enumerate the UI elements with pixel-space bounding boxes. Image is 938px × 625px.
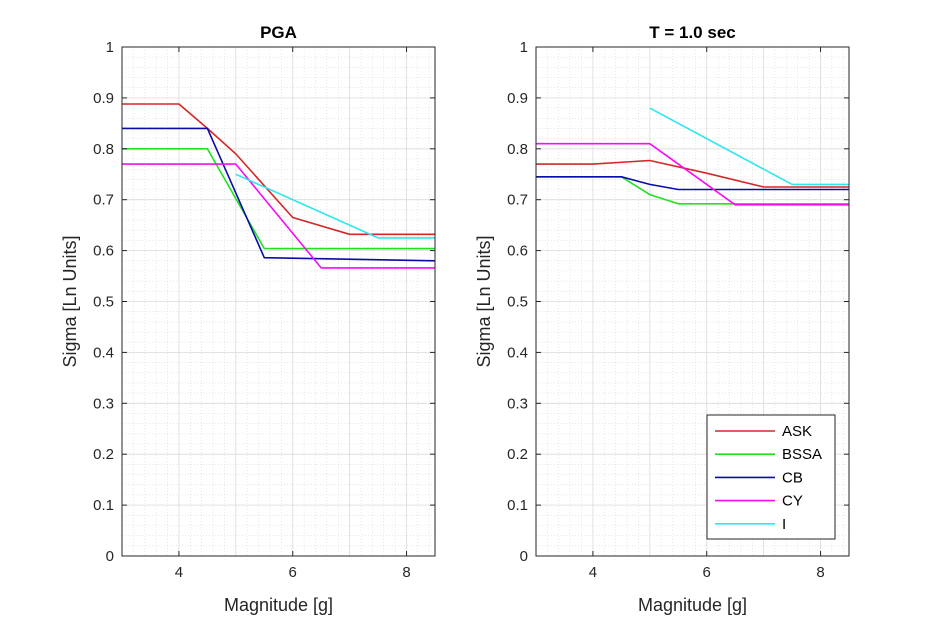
- y-tick-label: 1: [520, 39, 528, 56]
- y-tick-label: 0: [520, 548, 528, 565]
- y-tick-label: 0.5: [93, 294, 114, 311]
- y-tick-label: 0.4: [507, 344, 528, 361]
- series-line-cy: [122, 163, 435, 269]
- y-tick-label: 0.9: [93, 90, 114, 107]
- y-tick-label: 0.9: [507, 90, 528, 107]
- legend-label-bssa: BSSA: [782, 446, 822, 463]
- x-tick-label: 4: [175, 564, 183, 581]
- legend-label-ask: ASK: [782, 423, 812, 440]
- y-tick-label: 0.6: [507, 243, 528, 260]
- chart-panel-1: 0 0.1 0.2 0.3 0.4 0.5 0.6 0.7 0.8 0.9 1 4 6 8 PGA Magni…: [60, 23, 436, 615]
- series-line-ask: [536, 159, 849, 188]
- y-tick-label: 0: [106, 548, 114, 565]
- x-axis-label: Magnitude [g]: [638, 595, 747, 615]
- chart-title: PGA: [260, 23, 297, 42]
- x-tick-label: 4: [589, 564, 597, 581]
- y-tick-label: 0.7: [93, 192, 114, 209]
- y-tick-label: 0.3: [507, 395, 528, 412]
- series-line-cb: [536, 176, 849, 191]
- y-tick-label: 0.1: [507, 497, 528, 514]
- x-tick-label: 8: [816, 564, 824, 581]
- y-tick-label: 0.2: [93, 446, 114, 463]
- chart-panel-2: 0 0.1 0.2 0.3 0.4 0.5 0.6 0.7 0.8 0.9 1 4 6 8 T = 1.0 …: [474, 23, 850, 615]
- series-line-cy: [536, 142, 849, 206]
- y-tick-label: 0.2: [507, 446, 528, 463]
- y-tick-label: 0.7: [507, 192, 528, 209]
- y-tick-label: 1: [106, 39, 114, 56]
- y-tick-label: 0.3: [93, 395, 114, 412]
- y-axis-label: Sigma [Ln Units]: [60, 235, 80, 367]
- x-tick-label: 6: [289, 564, 297, 581]
- y-tick-label: 0.1: [93, 497, 114, 514]
- y-tick-label: 0.8: [507, 141, 528, 158]
- legend-label-cb: CB: [782, 469, 803, 486]
- y-tick-label: 0.4: [93, 344, 114, 361]
- legend: ASK BSSA CB CY I: [706, 414, 836, 540]
- chart-title: T = 1.0 sec: [649, 23, 735, 42]
- series-line-bssa: [122, 148, 435, 250]
- y-tick-label: 0.8: [93, 141, 114, 158]
- series-line-i: [649, 107, 849, 186]
- series-line-cb: [122, 127, 436, 262]
- x-axis-label: Magnitude [g]: [224, 595, 333, 615]
- x-tick-label: 6: [703, 564, 711, 581]
- series-line-ask: [122, 103, 435, 236]
- legend-label-cy: CY: [782, 493, 803, 510]
- x-tick-label: 8: [402, 564, 410, 581]
- y-tick-label: 0.5: [507, 294, 528, 311]
- series-line-i: [235, 173, 435, 239]
- y-axis-label: Sigma [Ln Units]: [474, 235, 494, 367]
- legend-label-i: I: [782, 516, 786, 533]
- y-tick-label: 0.6: [93, 243, 114, 260]
